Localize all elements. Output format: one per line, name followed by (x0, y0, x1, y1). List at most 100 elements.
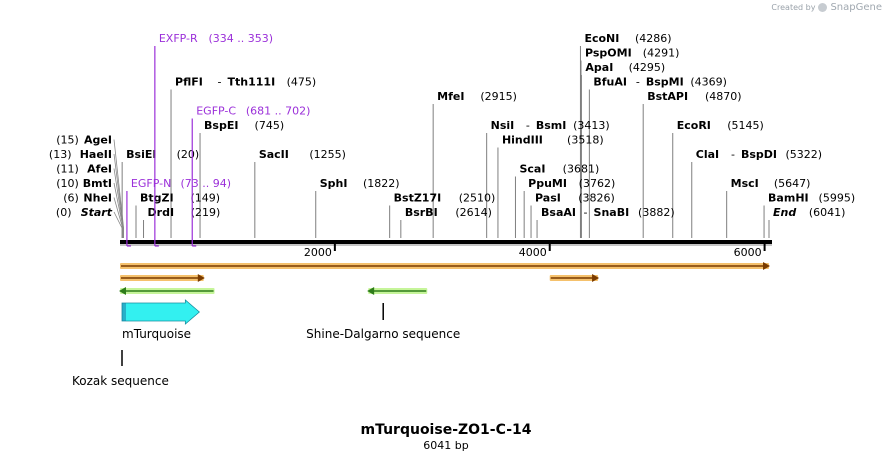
restriction-site: PpuMI (3762) (523, 177, 616, 238)
site-name: ClaI (696, 148, 719, 161)
site-position: (20) (177, 148, 200, 161)
site-name: BtgZI (140, 192, 174, 205)
site-name: BsiEI (126, 148, 156, 161)
restriction-site: End (6041) (768, 206, 846, 238)
orf (367, 287, 428, 295)
site-name: PpuMI (528, 177, 567, 190)
site-name: NsiI (491, 119, 515, 132)
restriction-site: (6) NheI (63, 192, 124, 238)
restriction-site: BamHI (5995) (763, 192, 856, 238)
site-position: (745) (255, 119, 285, 132)
restriction-site: BstAPI (4870) (642, 90, 742, 238)
site-name: BfuAI (593, 76, 627, 89)
site-position: (6041) (809, 206, 846, 219)
site-name: AfeI (87, 163, 112, 176)
backbone-line (120, 240, 772, 244)
site-position: (3826) (578, 192, 615, 205)
site-name: PflFI (175, 76, 203, 89)
cds-start-mark (122, 303, 126, 321)
site-position: (15) (56, 134, 79, 147)
site-name-secondary: BspDI (741, 148, 777, 161)
restriction-site: SacII (1255) (254, 148, 346, 238)
site-name: AgeI (84, 134, 112, 147)
orf-arrowhead-icon (119, 287, 126, 295)
orf (119, 287, 215, 295)
site-name: NheI (83, 192, 112, 205)
site-name: BsaAI (541, 206, 576, 219)
marker-label: Kozak sequence (72, 374, 169, 388)
restriction-site: BstZ17I (2510) (389, 192, 495, 238)
site-position: (4369) (690, 76, 727, 89)
site-connector (113, 182, 124, 238)
site-position: (1255) (309, 148, 346, 161)
site-name: MscI (731, 177, 759, 190)
site-position: (2614) (455, 206, 492, 219)
site-name-secondary: Tth111I (228, 76, 276, 89)
site-position: (4295) (629, 61, 666, 74)
site-position: (11) (56, 163, 79, 176)
restriction-site: (13) HaeII (49, 148, 124, 238)
snapgene-credit: Created by SnapGene (771, 2, 882, 13)
site-connector (113, 211, 123, 238)
primer (154, 46, 159, 247)
site-separator: - (218, 76, 222, 89)
restriction-site: (10) BmtI (56, 177, 124, 238)
site-name: BsrBI (405, 206, 438, 219)
restriction-site: BspEI (745) (199, 119, 285, 238)
site-name: Start (81, 206, 113, 219)
site-position: (2915) (480, 90, 517, 103)
plasmid-title: mTurquoise-ZO1-C-14 (360, 422, 532, 438)
site-name: BstZ17I (394, 192, 442, 205)
site-position: (5322) (785, 148, 822, 161)
orf-arrowhead-icon (197, 274, 205, 282)
credit-prefix: Created by (771, 3, 816, 12)
site-position: (6) (63, 192, 79, 205)
site-position: (4870) (705, 90, 742, 103)
site-name: HindIII (502, 134, 543, 147)
site-name-secondary: SnaBI (594, 206, 630, 219)
site-position: (149) (191, 192, 221, 205)
restriction-site: BfuAI - BspMI (4369) (588, 76, 727, 238)
site-name: BamHI (768, 192, 809, 205)
site-name: PspOMI (585, 47, 632, 60)
site-position: (219) (191, 206, 221, 219)
primer-name: EGFP-N (131, 177, 171, 190)
site-name: ScaI (519, 163, 545, 176)
orf-arrowhead-icon (592, 274, 600, 282)
site-name: SacII (259, 148, 289, 161)
primer-range: (73 .. 94) (181, 177, 232, 190)
site-separator: - (636, 76, 640, 89)
ruler-tick-label: 2000 (304, 246, 332, 259)
restriction-site: NsiI - BsmI (3413) (486, 119, 610, 238)
site-position: (13) (49, 148, 72, 161)
site-position: (3681) (563, 163, 600, 176)
site-name: SphI (320, 177, 348, 190)
site-separator: - (731, 148, 735, 161)
restriction-site: SphI (1822) (315, 177, 400, 238)
ruler-tick-label: 6000 (734, 246, 762, 259)
restriction-site: EcoNI (4286) (579, 32, 672, 238)
restriction-site: PasI (3826) (530, 192, 615, 238)
restriction-site: BtgZI (149) (135, 192, 221, 238)
site-name: HaeII (80, 148, 112, 161)
site-separator: - (526, 119, 530, 132)
site-separator: - (584, 206, 588, 219)
restriction-site: PflFI - Tth111I (475) (170, 76, 316, 238)
primer (191, 118, 197, 247)
primer (126, 191, 131, 247)
site-position: (3882) (638, 206, 675, 219)
restriction-site: MfeI (2915) (432, 90, 517, 238)
primer-name: EXFP-R (159, 32, 198, 45)
site-name: End (773, 206, 796, 219)
restriction-site: ScaI (3681) (514, 163, 600, 238)
site-name: BspEI (204, 119, 238, 132)
site-position: (3762) (579, 177, 616, 190)
site-position: (1822) (363, 177, 400, 190)
site-position: (5995) (819, 192, 856, 205)
restriction-site: ApaI (4295) (580, 61, 666, 238)
site-name: EcoNI (584, 32, 619, 45)
credit-brand: SnapGene (830, 2, 882, 13)
restriction-site: ClaI - BspDI (5322) (691, 148, 822, 238)
site-position: (3413) (573, 119, 610, 132)
ruler-tick-label: 4000 (519, 246, 547, 259)
